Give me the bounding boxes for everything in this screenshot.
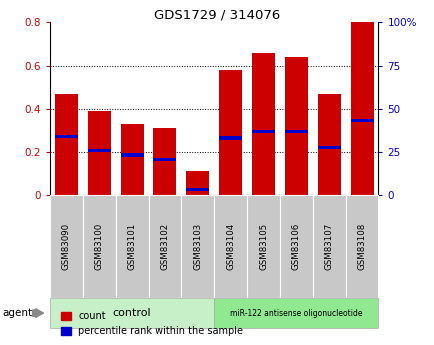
Bar <box>186 171 209 195</box>
Text: miR-122 antisense oligonucleotide: miR-122 antisense oligonucleotide <box>230 308 362 318</box>
Bar <box>88 111 111 195</box>
Bar <box>284 57 307 195</box>
Bar <box>317 146 340 149</box>
Bar <box>55 93 78 195</box>
Text: agent: agent <box>2 308 32 318</box>
Text: GDS1729 / 314076: GDS1729 / 314076 <box>154 9 280 22</box>
Legend: count, percentile rank within the sample: count, percentile rank within the sample <box>57 307 247 340</box>
Bar <box>120 124 143 195</box>
Bar <box>153 158 176 161</box>
Text: GSM83107: GSM83107 <box>324 223 333 270</box>
Bar <box>317 93 340 195</box>
Bar <box>186 188 209 191</box>
Text: GSM83101: GSM83101 <box>127 223 136 270</box>
Bar <box>55 135 78 138</box>
Bar <box>153 128 176 195</box>
Bar <box>350 22 373 195</box>
Bar <box>284 130 307 133</box>
Bar <box>120 153 143 157</box>
Text: GSM83104: GSM83104 <box>226 223 235 270</box>
Bar <box>350 119 373 122</box>
Text: GSM83105: GSM83105 <box>258 223 267 270</box>
Text: GSM83103: GSM83103 <box>193 223 202 270</box>
Bar <box>251 52 274 195</box>
Text: GSM83102: GSM83102 <box>160 223 169 270</box>
Text: GSM83100: GSM83100 <box>95 223 104 270</box>
Bar <box>251 130 274 133</box>
Text: GSM83090: GSM83090 <box>62 223 71 270</box>
Bar <box>219 70 242 195</box>
Text: GSM83106: GSM83106 <box>291 223 300 270</box>
Bar <box>219 136 242 139</box>
Text: GSM83108: GSM83108 <box>357 223 366 270</box>
Bar <box>88 149 111 152</box>
Text: control: control <box>112 308 151 318</box>
